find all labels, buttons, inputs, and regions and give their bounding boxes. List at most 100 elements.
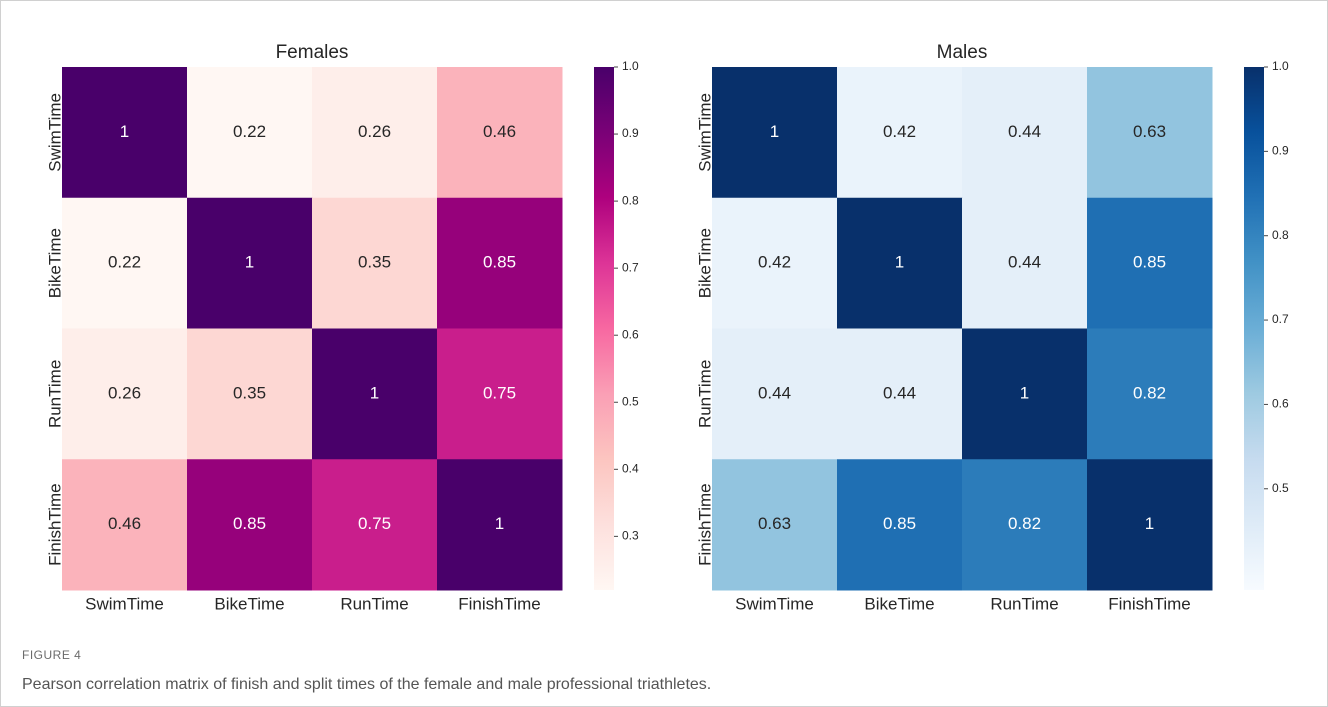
heatmap-cell	[1087, 197, 1213, 329]
colorbar	[1244, 67, 1264, 590]
cell-label: 0.82	[1008, 514, 1041, 533]
heatmap-cell	[62, 459, 188, 591]
figure-label: FIGURE 4	[22, 648, 81, 662]
chart-title: Males	[937, 42, 988, 63]
cell-label: 0.42	[883, 122, 916, 141]
heatmap-cell	[962, 67, 1088, 199]
cell-label: 0.85	[883, 514, 916, 533]
heatmap-cell	[312, 197, 438, 329]
heatmap-cell	[712, 67, 838, 199]
chart-title: Females	[276, 42, 349, 63]
heatmap-cell	[712, 197, 838, 329]
colorbar-tick-label: 0.5	[622, 394, 639, 408]
y-tick-label: FinishTime	[45, 483, 64, 566]
heatmap-cell	[712, 459, 838, 591]
colorbar-tick-label: 0.8	[622, 193, 639, 207]
heatmap-cell	[62, 328, 188, 460]
colorbar-tick-label: 0.9	[622, 126, 639, 140]
cell-label: 0.63	[1133, 122, 1166, 141]
heatmap-cell	[1087, 328, 1213, 460]
heatmap-cell	[62, 197, 188, 329]
y-tick-label: RunTime	[695, 360, 714, 428]
cell-label: 0.82	[1133, 383, 1166, 402]
x-tick-label: FinishTime	[1108, 594, 1191, 613]
cell-label: 1	[895, 253, 904, 272]
cell-label: 0.44	[758, 383, 791, 402]
heatmap-cell	[437, 67, 563, 199]
heatmap-cell	[437, 328, 563, 460]
y-tick-label: FinishTime	[695, 483, 714, 566]
colorbar-tick-label: 0.7	[1272, 312, 1289, 326]
cell-label: 0.26	[108, 383, 141, 402]
cell-label: 0.46	[108, 514, 141, 533]
cell-label: 0.35	[233, 383, 266, 402]
colorbar-tick-label: 0.8	[1272, 228, 1289, 242]
x-tick-label: RunTime	[340, 594, 408, 613]
heatmap-cell	[962, 197, 1088, 329]
x-tick-label: SwimTime	[735, 594, 814, 613]
heatmap-cell	[1087, 67, 1213, 199]
cell-label: 1	[770, 122, 779, 141]
cell-label: 1	[245, 253, 254, 272]
cell-label: 0.85	[233, 514, 266, 533]
cell-label: 0.46	[483, 122, 516, 141]
colorbar-tick-label: 0.6	[622, 327, 639, 341]
cell-label: 1	[495, 514, 504, 533]
heatmap-cell	[187, 459, 313, 591]
cell-label: 1	[120, 122, 129, 141]
colorbar	[594, 67, 614, 590]
heatmap-cell	[187, 67, 313, 199]
cell-label: 1	[1145, 514, 1154, 533]
heatmap-cell	[1087, 459, 1213, 591]
y-tick-label: SwimTime	[695, 93, 714, 172]
cell-label: 0.85	[483, 253, 516, 272]
cell-label: 0.63	[758, 514, 791, 533]
heatmap-cell	[712, 328, 838, 460]
heatmap-cell	[962, 328, 1088, 460]
heatmap-cell	[62, 67, 188, 199]
heatmap-cell	[312, 328, 438, 460]
heatmap-cell	[837, 197, 963, 329]
cell-label: 0.75	[358, 514, 391, 533]
cell-label: 1	[370, 383, 379, 402]
cell-label: 0.26	[358, 122, 391, 141]
figure-caption: Pearson correlation matrix of finish and…	[22, 676, 711, 693]
cell-label: 1	[1020, 383, 1029, 402]
colorbar-tick-label: 0.9	[1272, 144, 1289, 158]
cell-label: 0.22	[108, 253, 141, 272]
y-tick-label: SwimTime	[45, 93, 64, 172]
heatmap-cell	[187, 328, 313, 460]
cell-label: 0.75	[483, 383, 516, 402]
cell-label: 0.22	[233, 122, 266, 141]
colorbar-tick-label: 0.6	[1272, 397, 1289, 411]
x-tick-label: SwimTime	[85, 594, 164, 613]
y-tick-label: BikeTime	[45, 228, 64, 298]
colorbar-tick-label: 0.5	[1272, 481, 1289, 495]
x-tick-label: RunTime	[990, 594, 1058, 613]
heatmap-cell	[837, 459, 963, 591]
heatmap-cell	[437, 197, 563, 329]
heatmap-cell	[312, 67, 438, 199]
x-tick-label: BikeTime	[864, 594, 934, 613]
heatmap-cell	[837, 328, 963, 460]
heatmap-cell	[962, 459, 1088, 591]
cell-label: 0.42	[758, 253, 791, 272]
x-tick-label: FinishTime	[458, 594, 541, 613]
y-tick-label: BikeTime	[695, 228, 714, 298]
cell-label: 0.85	[1133, 253, 1166, 272]
cell-label: 0.44	[883, 383, 916, 402]
cell-label: 0.35	[358, 253, 391, 272]
heatmap-cell	[187, 197, 313, 329]
colorbar-tick-label: 0.7	[622, 260, 639, 274]
cell-label: 0.44	[1008, 122, 1041, 141]
colorbar-tick-label: 0.3	[622, 529, 639, 543]
colorbar-tick-label: 1.0	[1272, 59, 1289, 73]
heatmap-cell	[312, 459, 438, 591]
colorbar-tick-label: 1.0	[622, 59, 639, 73]
y-tick-label: RunTime	[45, 360, 64, 428]
x-tick-label: BikeTime	[214, 594, 284, 613]
heatmap-cell	[437, 459, 563, 591]
heatmap-cell	[837, 67, 963, 199]
colorbar-tick-label: 0.4	[622, 461, 639, 475]
